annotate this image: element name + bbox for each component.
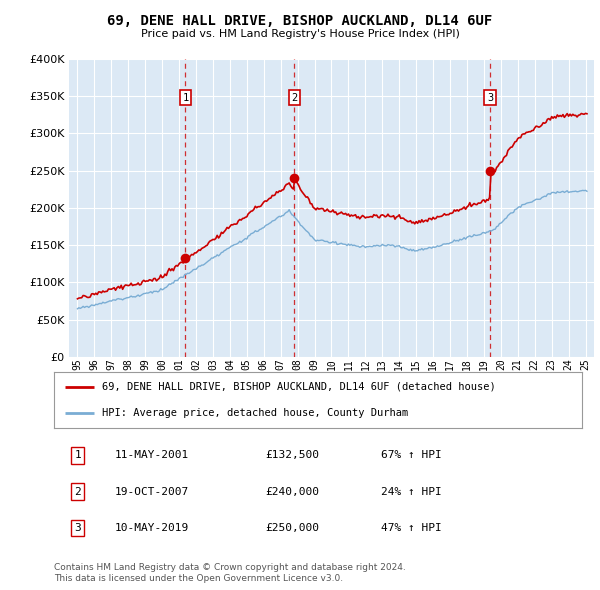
- Text: Price paid vs. HM Land Registry's House Price Index (HPI): Price paid vs. HM Land Registry's House …: [140, 29, 460, 38]
- Text: 2: 2: [74, 487, 81, 497]
- Text: This data is licensed under the Open Government Licence v3.0.: This data is licensed under the Open Gov…: [54, 573, 343, 583]
- Text: 69, DENE HALL DRIVE, BISHOP AUCKLAND, DL14 6UF: 69, DENE HALL DRIVE, BISHOP AUCKLAND, DL…: [107, 14, 493, 28]
- Text: 3: 3: [74, 523, 81, 533]
- Text: HPI: Average price, detached house, County Durham: HPI: Average price, detached house, Coun…: [101, 408, 408, 418]
- Text: 67% ↑ HPI: 67% ↑ HPI: [382, 450, 442, 460]
- Text: 47% ↑ HPI: 47% ↑ HPI: [382, 523, 442, 533]
- Text: Contains HM Land Registry data © Crown copyright and database right 2024.: Contains HM Land Registry data © Crown c…: [54, 563, 406, 572]
- Text: £132,500: £132,500: [265, 450, 319, 460]
- Text: 1: 1: [182, 93, 188, 103]
- Text: 24% ↑ HPI: 24% ↑ HPI: [382, 487, 442, 497]
- Text: 3: 3: [487, 93, 493, 103]
- Text: 11-MAY-2001: 11-MAY-2001: [115, 450, 189, 460]
- Text: £240,000: £240,000: [265, 487, 319, 497]
- Text: 19-OCT-2007: 19-OCT-2007: [115, 487, 189, 497]
- Text: 1: 1: [74, 450, 81, 460]
- Text: 69, DENE HALL DRIVE, BISHOP AUCKLAND, DL14 6UF (detached house): 69, DENE HALL DRIVE, BISHOP AUCKLAND, DL…: [101, 382, 495, 392]
- Text: £250,000: £250,000: [265, 523, 319, 533]
- Text: 2: 2: [291, 93, 298, 103]
- Text: 10-MAY-2019: 10-MAY-2019: [115, 523, 189, 533]
